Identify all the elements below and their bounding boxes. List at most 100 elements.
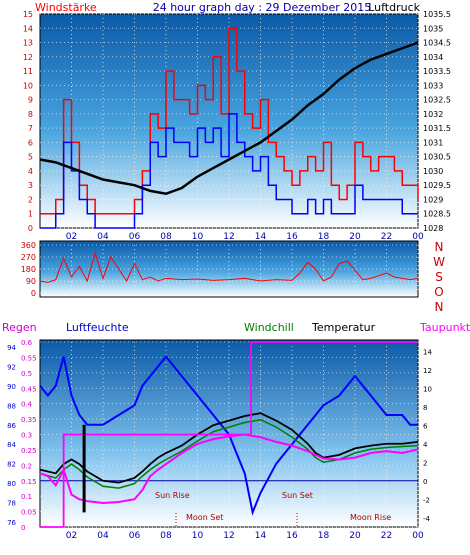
y-temp-tick-label: -2 bbox=[423, 496, 430, 504]
y-feuchte-tick-label: 92 bbox=[7, 363, 16, 371]
y-temp-tick-label: 12 bbox=[423, 367, 432, 375]
header-left-label: Windstärke bbox=[35, 1, 97, 14]
x-tick-label: 04 bbox=[97, 531, 109, 541]
y-right-tick-label: 1029 bbox=[423, 195, 443, 204]
y-right-tick-label: 1034.5 bbox=[423, 39, 451, 48]
series-luftfeuchte bbox=[39, 355, 418, 516]
y-left-tick-label: 8 bbox=[28, 110, 33, 119]
y-left-tick-label: 9 bbox=[28, 96, 33, 105]
y-right-tick-label: 1029.5 bbox=[423, 181, 451, 190]
y-regen-tick-label: 0 bbox=[21, 524, 25, 532]
y-left-tick-label: 10 bbox=[23, 81, 33, 90]
x-tick-label: 22 bbox=[381, 531, 392, 541]
wind-direction-letter: W bbox=[433, 255, 445, 269]
y-right-tick-label: 1032 bbox=[423, 110, 443, 119]
y-right-tick-label: 1033 bbox=[423, 81, 443, 90]
y-right-tick-label: 1030.5 bbox=[423, 153, 451, 162]
y-right-tick-label: 1035 bbox=[423, 24, 443, 33]
y-right-tick-label: 1035.5 bbox=[423, 10, 451, 19]
y-left-tick-label: 6 bbox=[28, 138, 33, 147]
y-right-tick-label: 1033.5 bbox=[423, 67, 451, 76]
y-tick-label: 180 bbox=[21, 265, 36, 274]
y-tick-label: 270 bbox=[21, 253, 36, 262]
y-left-tick-label: 3 bbox=[28, 181, 33, 190]
y-temp-tick-label: 0 bbox=[423, 478, 427, 486]
x-tick-label: 00 bbox=[412, 232, 424, 242]
x-tick-label: 20 bbox=[349, 531, 361, 541]
y-regen-tick-label: 0.5 bbox=[21, 370, 32, 378]
x-tick-label: 18 bbox=[318, 232, 330, 242]
x-tick-label: 08 bbox=[160, 232, 172, 242]
temperature-humidity-ticks: 0 0.05 0.1 0.15 0.2 0.25 0.3 0.35 0.4 0.45 0.5 0.55… bbox=[7, 339, 432, 541]
x-tick-label: 06 bbox=[129, 531, 141, 541]
y-regen-tick-label: 0.2 bbox=[21, 462, 32, 470]
y-right-tick-label: 1028 bbox=[423, 224, 443, 233]
legend-temperatur: Temperatur bbox=[311, 321, 376, 334]
wind-direction-letter: N bbox=[435, 240, 444, 254]
y-left-tick-label: 0 bbox=[28, 224, 33, 233]
y-regen-tick-label: 0.1 bbox=[21, 493, 32, 501]
y-temp-tick-label: 14 bbox=[423, 348, 432, 356]
series-temperatur bbox=[39, 412, 419, 484]
wind-direction-ticks: 0 90 180 270 360 bbox=[21, 241, 36, 298]
y-left-tick-label: 7 bbox=[28, 124, 33, 133]
x-tick-label: 16 bbox=[286, 531, 298, 541]
y-right-tick-label: 1032.5 bbox=[423, 96, 451, 105]
y-regen-tick-label: 0.15 bbox=[21, 478, 37, 486]
moon-rise-label: Moon Rise bbox=[350, 513, 391, 522]
y-tick-label: 90 bbox=[26, 277, 36, 286]
sun-rise-label: Sun Rise bbox=[155, 491, 190, 500]
x-tick-label: 14 bbox=[255, 531, 267, 541]
y-regen-tick-label: 0.4 bbox=[21, 401, 33, 409]
y-temp-tick-label: 4 bbox=[423, 441, 428, 449]
y-tick-label: 0 bbox=[31, 289, 36, 298]
y-left-tick-label: 14 bbox=[23, 24, 33, 33]
x-tick-label: 10 bbox=[192, 531, 204, 541]
y-regen-tick-label: 0.55 bbox=[21, 354, 37, 362]
header-title: 24 hour graph day : 29 Dezember 2015 bbox=[153, 1, 372, 14]
y-regen-tick-label: 0.45 bbox=[21, 385, 37, 393]
y-feuchte-tick-label: 90 bbox=[7, 383, 16, 391]
y-regen-tick-label: 0.05 bbox=[21, 509, 37, 517]
y-feuchte-tick-label: 76 bbox=[7, 519, 16, 527]
y-feuchte-tick-label: 78 bbox=[7, 500, 16, 508]
x-tick-label: 06 bbox=[129, 232, 141, 242]
x-tick-label: 12 bbox=[223, 232, 234, 242]
y-temp-tick-label: -4 bbox=[423, 515, 431, 523]
series-windstaerke bbox=[40, 27, 419, 215]
legend-taupunkt: Taupunkt bbox=[419, 321, 470, 334]
y-feuchte-tick-label: 82 bbox=[7, 461, 16, 469]
x-tick-label: 02 bbox=[66, 531, 77, 541]
y-regen-tick-label: 0.25 bbox=[21, 447, 37, 455]
x-tick-label: 18 bbox=[318, 531, 330, 541]
series-taupunkt bbox=[39, 433, 419, 504]
y-left-tick-label: 11 bbox=[23, 67, 33, 76]
y-right-tick-label: 1031 bbox=[423, 138, 443, 147]
wind-direction-letter: S bbox=[435, 270, 443, 284]
wind-direction-grid bbox=[40, 244, 419, 294]
wind-pressure-ticks: 012345678910111213141510281028.510291029… bbox=[23, 10, 451, 242]
y-right-tick-label: 1028.5 bbox=[423, 210, 451, 219]
legend-windchill: Windchill bbox=[244, 321, 294, 334]
series-luftdruck bbox=[39, 41, 419, 196]
y-right-tick-label: 1034 bbox=[423, 53, 443, 62]
legend-luftfeuchte: Luftfeuchte bbox=[66, 321, 129, 334]
x-tick-label: 08 bbox=[160, 531, 172, 541]
sun-set-label: Sun Set bbox=[282, 491, 313, 500]
y-temp-tick-label: 8 bbox=[423, 404, 427, 412]
y-feuchte-tick-label: 84 bbox=[7, 441, 16, 449]
y-feuchte-tick-label: 86 bbox=[7, 422, 16, 430]
x-tick-label: 14 bbox=[255, 232, 267, 242]
y-temp-tick-label: 10 bbox=[423, 385, 432, 393]
legend-regen: Regen bbox=[2, 321, 37, 334]
y-regen-tick-label: 0.35 bbox=[21, 416, 37, 424]
y-left-tick-label: 1 bbox=[28, 210, 33, 219]
x-tick-label: 10 bbox=[192, 232, 204, 242]
series-windboeen bbox=[40, 113, 418, 229]
x-tick-label: 16 bbox=[286, 232, 298, 242]
series-regen bbox=[40, 341, 418, 528]
y-left-tick-label: 2 bbox=[28, 195, 33, 204]
temperature-humidity-series bbox=[39, 341, 419, 528]
